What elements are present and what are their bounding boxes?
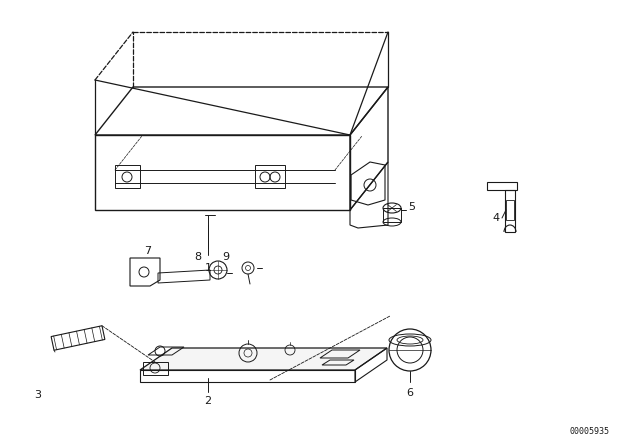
Text: 6: 6 (406, 388, 413, 398)
Text: 1: 1 (205, 263, 211, 273)
Text: 7: 7 (145, 246, 152, 256)
Text: 9: 9 (223, 252, 230, 262)
Text: 4: 4 (493, 213, 500, 223)
Text: 3: 3 (35, 390, 42, 400)
Polygon shape (140, 348, 387, 370)
Text: 5: 5 (408, 202, 415, 212)
Text: 00005935: 00005935 (570, 427, 610, 436)
Text: 2: 2 (204, 396, 212, 406)
Text: 8: 8 (195, 252, 202, 262)
